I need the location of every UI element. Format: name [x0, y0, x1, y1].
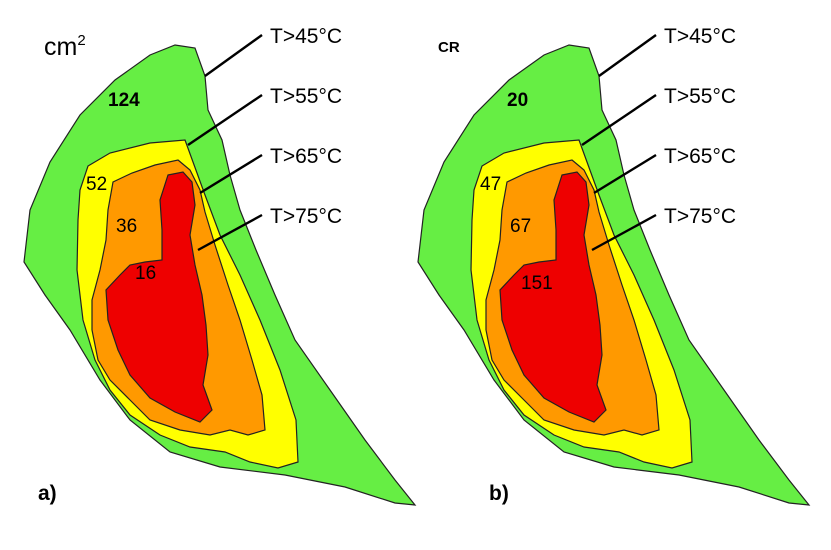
- legend-b: T>45°C T>55°C T>65°C T>75°C: [664, 25, 736, 228]
- legend-t65-b: T>65°C: [664, 145, 736, 168]
- leader-t75-a: [197, 213, 263, 252]
- zone-map-b: [417, 44, 810, 506]
- value-t55-a: 52: [86, 174, 107, 195]
- legend-t45-b: T>45°C: [664, 25, 736, 48]
- zone-map-a: [23, 44, 416, 506]
- leader-lines-b: [581, 34, 657, 252]
- legend-t55-b: T>55°C: [664, 85, 736, 108]
- value-t75-a: 16: [135, 263, 156, 284]
- value-t65-a: 36: [116, 216, 137, 237]
- leader-t55-a: [187, 94, 263, 146]
- value-t45-b: 20: [507, 90, 528, 111]
- legend-t45-a: T>45°C: [270, 25, 342, 48]
- panel-label-a: a): [38, 482, 57, 505]
- value-t45-a: 124: [108, 90, 140, 111]
- leader-t65-b: [593, 153, 657, 195]
- unit-superscript-a: 2: [77, 32, 85, 49]
- legend-t65-a: T>65°C: [270, 145, 342, 168]
- leader-lines-a: [187, 34, 263, 252]
- value-t75-b: 151: [521, 273, 553, 294]
- panel-a: T>45°C T>55°C T>65°C T>75°C cm2 124 52 3…: [23, 25, 416, 506]
- legend-t75-a: T>75°C: [270, 205, 342, 228]
- legend-a: T>45°C T>55°C T>65°C T>75°C: [270, 25, 342, 228]
- unit-base-a: cm: [44, 33, 77, 61]
- leader-t55-b: [581, 94, 657, 146]
- leader-t45-b: [598, 34, 657, 77]
- unit-label-a: cm2: [44, 32, 86, 61]
- panel-b: T>45°C T>55°C T>65°C T>75°C CR 20 47 67 …: [417, 25, 810, 506]
- value-t65-b: 67: [510, 216, 531, 237]
- leader-t75-b: [591, 213, 657, 252]
- leader-t45-a: [204, 34, 263, 77]
- legend-t75-b: T>75°C: [664, 205, 736, 228]
- leader-t65-a: [199, 153, 263, 195]
- value-t55-b: 47: [480, 174, 501, 195]
- unit-label-b: CR: [438, 39, 460, 56]
- panel-label-b: b): [489, 482, 509, 505]
- legend-t55-a: T>55°C: [270, 85, 342, 108]
